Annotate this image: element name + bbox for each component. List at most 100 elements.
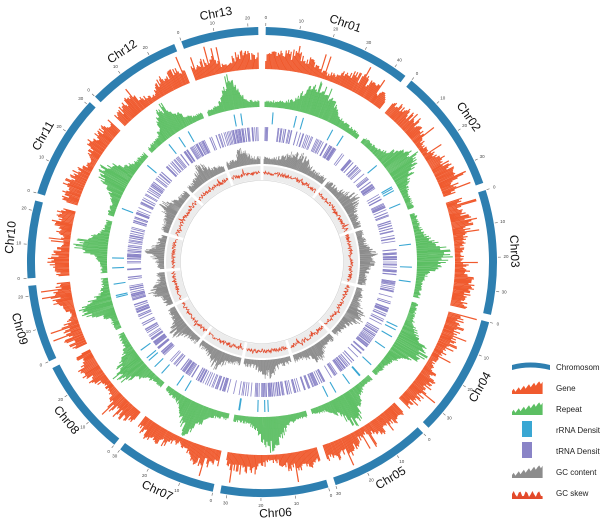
trna-mark <box>196 143 205 157</box>
trna-mark <box>131 228 145 233</box>
trna-mark <box>188 363 198 376</box>
tick-label: 0 <box>210 498 213 503</box>
trna-mark <box>159 173 171 184</box>
tick-label: 20 <box>143 45 149 50</box>
rrna-mark <box>374 340 386 349</box>
trna-mark <box>360 183 373 193</box>
rrna-mark <box>187 131 195 143</box>
trna-mark <box>326 147 335 160</box>
segment-chr01: 0 10 20 30 40 <box>263 15 406 198</box>
rrna-mark <box>329 381 337 393</box>
trna-mark <box>127 248 142 251</box>
gene-density-track <box>322 402 404 466</box>
chromosome-label: Chr11 <box>29 118 57 153</box>
trna-mark <box>171 161 182 173</box>
trna-mark <box>276 128 280 143</box>
trna-mark <box>224 378 229 392</box>
chromosome-band <box>478 189 497 315</box>
tick-mark <box>335 486 338 490</box>
gc-skew-line <box>318 192 349 233</box>
chromosome-label: Chr07 <box>140 477 176 503</box>
trna-mark <box>247 127 250 142</box>
trna-mark <box>129 285 144 289</box>
trna-mark <box>131 293 146 298</box>
repeat-density-track <box>78 277 122 331</box>
rrna-mark <box>386 320 398 328</box>
trna-mark <box>184 151 193 164</box>
trna-mark <box>241 381 245 396</box>
trna-mark <box>360 331 373 341</box>
trna-mark <box>129 237 144 241</box>
trna-mark <box>316 141 324 155</box>
trna-mark <box>362 329 375 338</box>
chromosome-band <box>94 44 178 103</box>
trna-mark <box>128 240 143 244</box>
trna-mark <box>197 368 205 381</box>
tick-mark <box>147 52 150 55</box>
trna-mark <box>303 375 309 389</box>
gc-skew-background <box>244 340 290 358</box>
trna-mark <box>363 187 376 197</box>
trna-mark <box>192 145 201 159</box>
gc-content-track <box>331 287 366 336</box>
trna-mark <box>290 379 295 394</box>
legend-item-gcskew: GC skew <box>512 489 589 499</box>
trna-mark <box>381 240 396 244</box>
gene-density-track <box>226 447 321 483</box>
trna-mark <box>360 184 373 194</box>
trna-mark <box>129 234 144 239</box>
tick-label: 20 <box>18 295 24 300</box>
tick-mark <box>211 492 213 496</box>
trna-mark <box>357 335 369 346</box>
trna-mark <box>292 131 298 146</box>
trna-mark <box>326 148 336 161</box>
trna-mark <box>255 382 258 397</box>
trna-mark <box>141 316 155 324</box>
trna-mark <box>379 288 394 292</box>
legend-item-chromosome: Chromosome <box>512 362 600 372</box>
trna-mark <box>341 160 352 172</box>
gc-content-track <box>243 356 292 379</box>
trna-mark <box>374 306 388 313</box>
trna-mark <box>382 270 397 272</box>
trna-mark <box>170 162 181 174</box>
repeat-density-track <box>73 219 113 274</box>
tick-mark <box>62 129 66 132</box>
trna-mark <box>195 367 204 381</box>
trna-mark <box>362 186 375 195</box>
trna-mark <box>233 380 237 395</box>
trna-mark <box>142 318 156 326</box>
trna-mark <box>177 156 188 168</box>
gc-skew-line <box>345 233 354 282</box>
tick-label: 10 <box>16 241 22 246</box>
tick-mark <box>411 77 415 80</box>
trna-mark <box>198 368 206 382</box>
trna-mark <box>370 202 384 210</box>
trna-mark <box>304 135 311 149</box>
trna-mark <box>200 369 208 383</box>
trna-mark <box>380 287 394 292</box>
trna-mark <box>216 375 222 390</box>
trna-mark <box>186 149 195 162</box>
trna-mark <box>134 301 149 308</box>
tick-label: 10 <box>500 219 506 224</box>
trna-mark <box>229 130 234 145</box>
tick-mark <box>367 472 370 476</box>
trna-mark <box>191 365 200 378</box>
tick-label: 30 <box>223 500 229 505</box>
tick-mark <box>111 445 114 449</box>
trna-mark <box>373 308 387 315</box>
trna-mark <box>173 159 184 171</box>
segment-chr12: 0 10 20 <box>87 44 232 205</box>
trna-mark <box>128 242 143 245</box>
trna-mark <box>134 217 148 224</box>
trna-mark <box>143 197 156 205</box>
rrna-mark <box>271 112 274 125</box>
label-layer: Chr01Chr02Chr03Chr04Chr05Chr06Chr07Chr08… <box>2 3 523 519</box>
trna-mark <box>242 381 246 396</box>
rrna-mark <box>121 207 134 214</box>
trna-mark <box>266 127 269 142</box>
chromosome-label: Chr13 <box>199 3 234 23</box>
rrna-mark <box>381 330 393 338</box>
tick-label: 10 <box>80 425 86 430</box>
